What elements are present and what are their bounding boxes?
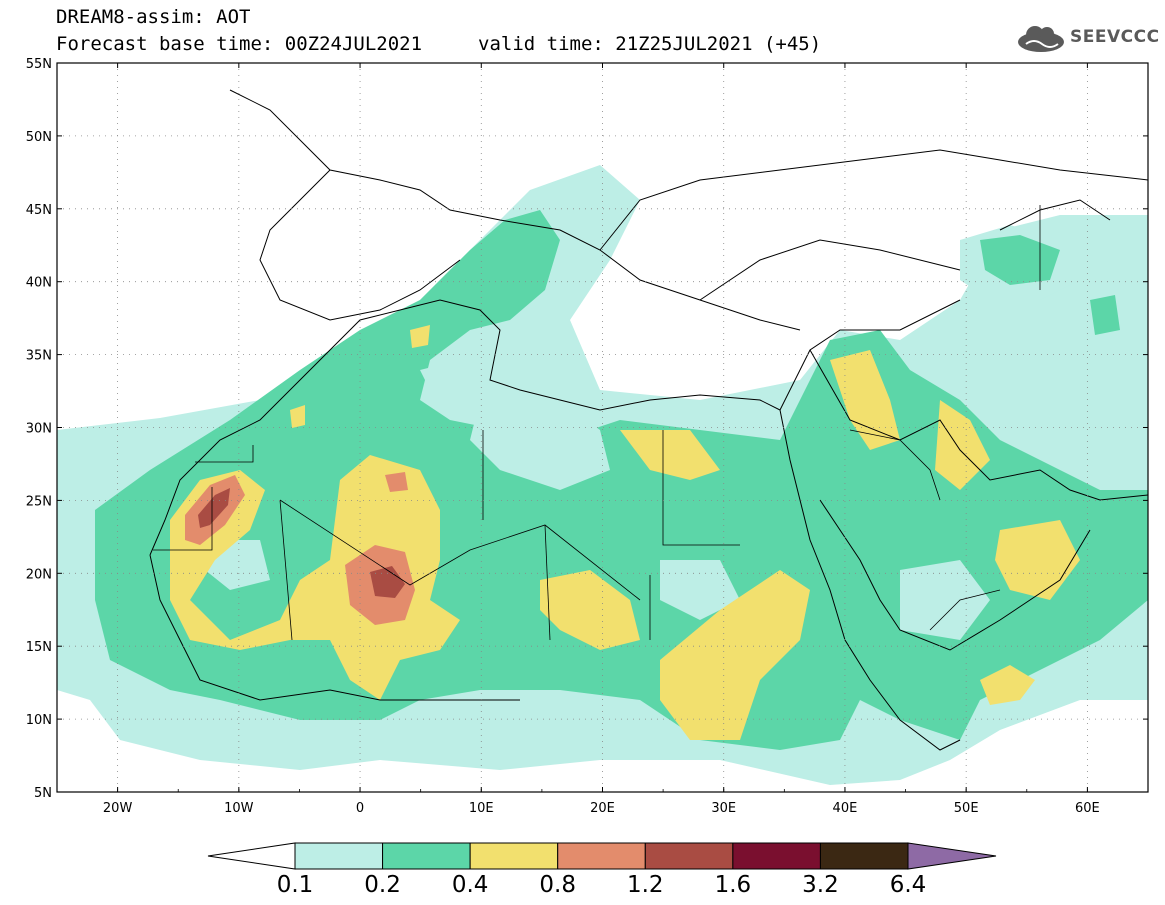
axis-ticks: 55N 50N 45N 40N 35N 30N 25N 20N 15N 10N 5N 20W 10W 0 1… <box>26 57 1149 816</box>
lat-tick-label: 45N <box>26 203 52 218</box>
lat-tick-label: 40N <box>26 276 52 291</box>
colorbar-over-triangle <box>907 842 997 870</box>
aot-field <box>57 63 1148 792</box>
country-borders <box>153 205 1041 641</box>
colorbar-level-label: 1.6 <box>715 872 752 898</box>
colorbar-box <box>294 842 384 870</box>
lat-tick-label: 30N <box>26 422 52 437</box>
colorbar-box <box>557 842 646 870</box>
coastlines <box>149 89 1148 751</box>
colorbar-under-triangle <box>207 842 296 870</box>
colorbar-box <box>819 842 909 870</box>
colorbar-box <box>382 842 471 870</box>
colorbar-level-label: 0.4 <box>452 872 489 898</box>
colorbar-box <box>469 842 559 870</box>
colorbar-level-label: 0.8 <box>539 872 576 898</box>
lon-tick-label: 10E <box>469 801 494 816</box>
colorbar-level-label: 0.2 <box>364 872 401 898</box>
colorbar-level-label: 1.2 <box>627 872 664 898</box>
lon-tick-label: 30E <box>711 801 736 816</box>
valid-time: valid time: 21Z25JUL2021 (+45) <box>478 33 822 55</box>
colorbar-level-label: 3.2 <box>802 872 839 898</box>
lat-tick-label: 15N <box>26 640 52 655</box>
map-title: DREAM8-assim: AOT <box>56 6 251 28</box>
seevccc-logo <box>1018 26 1064 52</box>
lon-tick-label: 50E <box>954 801 979 816</box>
lon-tick-label: 40E <box>833 801 858 816</box>
lat-tick-label: 55N <box>26 57 52 72</box>
lat-tick-label: 35N <box>26 349 52 364</box>
colorbar-level-label: 0.1 <box>277 872 314 898</box>
lat-tick-label: 50N <box>26 130 52 145</box>
lon-tick-label: 10W <box>224 801 254 816</box>
lat-tick-label: 25N <box>26 494 52 509</box>
lon-tick-label: 60E <box>1075 801 1100 816</box>
lon-tick-label: 20E <box>590 801 615 816</box>
lat-tick-label: 20N <box>26 567 52 582</box>
lat-tick-label: 5N <box>34 786 52 801</box>
aot-band-1.2 <box>198 488 405 598</box>
logo-text: SEEVCCC <box>1070 27 1160 47</box>
aot-gaps <box>205 360 990 640</box>
colorbar-box <box>732 842 821 870</box>
colorbar-box <box>644 842 734 870</box>
forecast-base-time: Forecast base time: 00Z24JUL2021 <box>56 33 423 55</box>
lon-tick-label: 0 <box>356 801 364 816</box>
lat-tick-label: 10N <box>26 713 52 728</box>
aot-band-0.4 <box>170 325 1080 740</box>
lon-tick-label: 20W <box>103 801 133 816</box>
colorbar-level-label: 6.4 <box>890 872 927 898</box>
cloud-icon <box>1018 26 1064 52</box>
